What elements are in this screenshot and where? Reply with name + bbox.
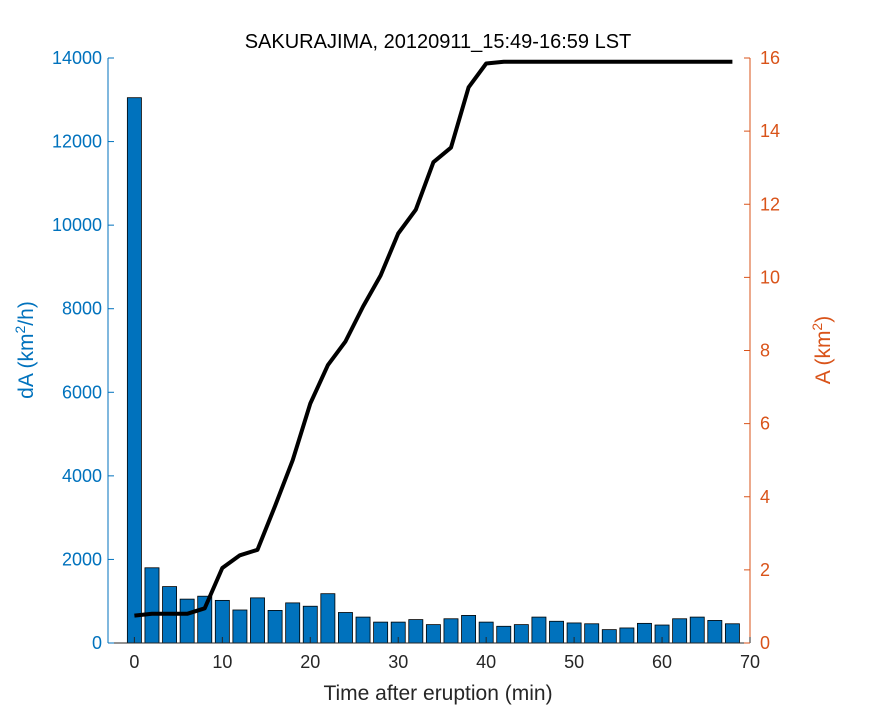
bar	[373, 621, 389, 644]
bar	[232, 609, 248, 644]
right-axis-label-sup: 2	[809, 323, 825, 331]
left-axis-ticks: 0 2000 4000 6000 8000 10000 12000 14000	[52, 48, 114, 653]
bar	[214, 599, 230, 644]
left-axis-label-base: dA (km	[15, 333, 38, 398]
bar	[707, 620, 723, 644]
plot-area	[108, 58, 750, 643]
bar	[179, 598, 195, 644]
left-tick-label: 4000	[62, 466, 102, 486]
bar	[513, 624, 529, 644]
bar	[724, 623, 740, 644]
left-tick-label: 2000	[62, 549, 102, 569]
bar	[584, 623, 600, 644]
bar	[250, 597, 265, 644]
bar	[496, 625, 512, 644]
right-tick-label: 16	[760, 48, 780, 68]
left-tick-label: 12000	[52, 132, 102, 152]
bar	[338, 612, 353, 644]
x-tick-label: 0	[129, 652, 139, 672]
left-tick-label: 14000	[52, 48, 102, 68]
bar	[619, 627, 635, 644]
left-tick-label: 6000	[62, 382, 102, 402]
right-tick-label: 8	[760, 341, 770, 361]
chart-title: SAKURAJIMA, 20120911_15:49-16:59 LST	[245, 31, 632, 53]
right-tick-label: 2	[760, 560, 770, 580]
right-tick-label: 0	[760, 633, 770, 653]
bar	[689, 616, 705, 644]
bar	[637, 622, 652, 644]
x-tick-label: 60	[652, 652, 672, 672]
bar	[601, 629, 617, 644]
x-tick-label: 50	[564, 652, 584, 672]
bar	[144, 567, 160, 644]
x-tick-label: 70	[740, 652, 760, 672]
x-tick-label: 40	[476, 652, 496, 672]
left-tick-label: 10000	[52, 215, 102, 235]
right-axis-label-base: A (km	[812, 331, 835, 385]
left-axis-label-sup: 2	[12, 325, 28, 333]
bar	[126, 97, 142, 644]
right-tick-label: 4	[760, 487, 770, 507]
bar	[355, 616, 371, 644]
x-tick-label: 30	[388, 652, 408, 672]
left-tick-label: 8000	[62, 299, 102, 319]
right-axis-label: A (km2)	[809, 316, 835, 384]
bar	[408, 619, 424, 644]
right-tick-label: 14	[760, 121, 780, 141]
right-tick-label: 12	[760, 194, 780, 214]
bar	[461, 615, 477, 644]
right-tick-label: 10	[760, 267, 780, 287]
left-tick-label: 0	[92, 633, 102, 653]
right-axis-label-tail: )	[812, 316, 835, 323]
bar	[549, 620, 564, 644]
right-tick-label: 6	[760, 414, 770, 434]
x-tick-label: 20	[300, 652, 320, 672]
bar	[531, 616, 547, 644]
x-axis-label: Time after eruption (min)	[323, 682, 552, 705]
bar	[672, 618, 688, 644]
bar	[425, 624, 441, 644]
x-tick-label: 10	[212, 652, 232, 672]
cumulative-area-line	[134, 59, 733, 618]
left-axis-label: dA (km2/h)	[12, 301, 38, 399]
bar	[320, 593, 336, 644]
bar	[443, 618, 459, 644]
bar	[285, 602, 301, 644]
right-axis-ticks: 0 2 4 6 8 10 12 14 16	[744, 48, 780, 653]
bar	[267, 610, 283, 644]
left-axis-label-tail: /h)	[15, 301, 38, 326]
x-axis-ticks: 0 10 20 30 40 50 60 70	[129, 637, 760, 672]
